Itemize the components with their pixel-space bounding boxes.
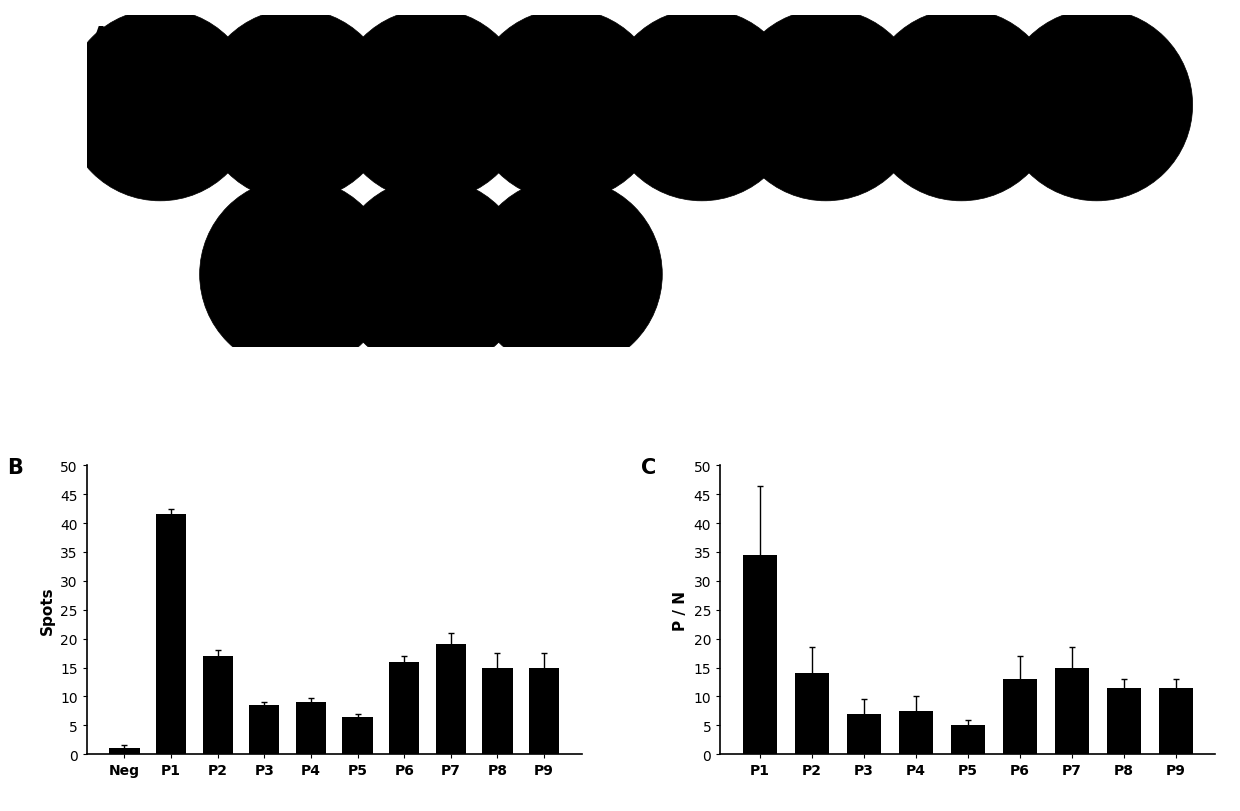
Ellipse shape [64,10,255,202]
Text: C: C [641,457,656,477]
Ellipse shape [470,179,662,371]
Bar [1003,680,1037,754]
Y-axis label: Spots: Spots [40,586,55,634]
Bar [482,667,512,754]
Y-axis label: P / N: P / N [673,590,688,630]
Bar [435,645,466,754]
Bar [951,725,985,754]
Ellipse shape [730,10,921,202]
Bar [1159,688,1193,754]
Bar [342,717,373,754]
Text: B: B [7,457,24,477]
Ellipse shape [335,10,527,202]
Bar [156,515,186,754]
Bar [743,556,776,754]
Bar [1055,667,1089,754]
Ellipse shape [606,10,797,202]
Bar [389,662,419,754]
Ellipse shape [200,10,392,202]
Ellipse shape [1001,10,1193,202]
Ellipse shape [470,10,662,202]
Bar [202,656,233,754]
Bar [529,667,559,754]
Ellipse shape [200,179,392,371]
Text: A: A [93,26,109,46]
Bar [899,711,932,754]
Ellipse shape [335,179,527,371]
Bar [296,702,326,754]
Bar [847,714,880,754]
Text: P8: P8 [420,151,441,166]
Bar [1107,688,1141,754]
Bar [109,749,140,754]
Text: P9: P9 [556,151,578,166]
Bar [249,706,279,754]
Bar [795,673,828,754]
Ellipse shape [866,10,1058,202]
Text: P7: P7 [285,151,306,166]
